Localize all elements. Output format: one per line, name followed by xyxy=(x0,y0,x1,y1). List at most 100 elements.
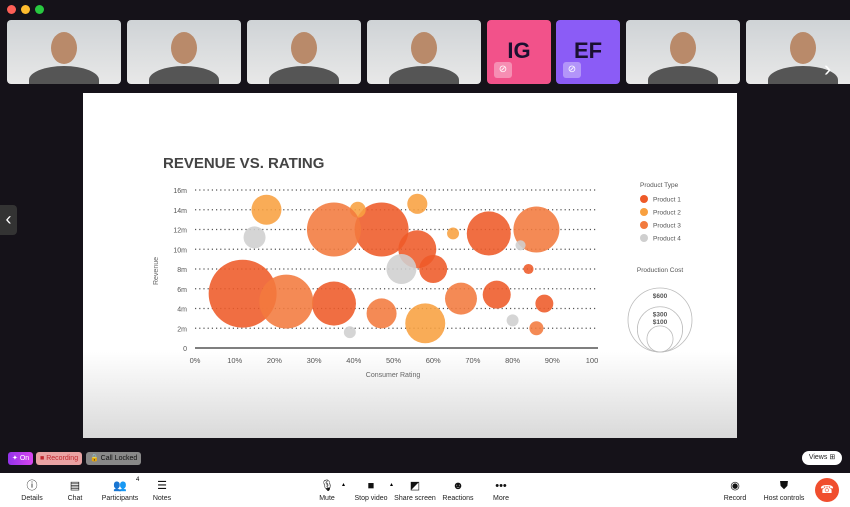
legend-label: Product 3 xyxy=(653,223,681,230)
details-label: Details xyxy=(21,495,43,502)
record-button[interactable]: ◉ Record xyxy=(710,479,760,502)
views-label: Views xyxy=(808,454,828,461)
bubble-point xyxy=(405,303,446,344)
y-tick-label: 0 xyxy=(183,346,187,353)
notes-label: Notes xyxy=(152,495,172,502)
x-tick-label: 100 xyxy=(586,356,599,365)
ai-status-badge[interactable]: ✦ On xyxy=(8,452,34,465)
participant-tile[interactable] xyxy=(746,20,850,84)
ellipsis-icon: ••• xyxy=(495,480,507,492)
chart-title: REVENUE VS. RATING xyxy=(163,155,324,172)
participant-tile[interactable] xyxy=(367,20,481,84)
bubble-point xyxy=(407,193,428,214)
minimize-window-button[interactable] xyxy=(21,5,30,14)
bubble-point xyxy=(444,282,477,315)
participants-label: Participants xyxy=(101,495,139,502)
stop-video-button[interactable]: ■ Stop video xyxy=(346,479,396,502)
participant-tile[interactable] xyxy=(247,20,361,84)
participant-tile[interactable] xyxy=(7,20,121,84)
bubble-point xyxy=(523,263,534,275)
legend-label: Product 4 xyxy=(653,236,681,243)
bubble-point xyxy=(513,206,560,253)
x-tick-label: 90% xyxy=(545,356,560,365)
stop-video-label: Stop video xyxy=(354,495,388,502)
x-tick-label: 30% xyxy=(307,356,322,365)
participant-tile[interactable] xyxy=(626,20,740,84)
more-button[interactable]: ••• More xyxy=(476,479,526,502)
x-tick-label: 40% xyxy=(346,356,361,365)
chat-icon: ▤ xyxy=(69,480,81,492)
legend-label: Product 1 xyxy=(653,197,681,204)
y-tick-label: 12m xyxy=(173,228,187,235)
close-window-button[interactable] xyxy=(7,5,16,14)
mute-button[interactable]: 🎙 Mute xyxy=(302,479,352,502)
participant-tile[interactable] xyxy=(127,20,241,84)
recording-badge[interactable]: ■ Recording xyxy=(36,452,83,465)
size-legend-title: Production Cost xyxy=(637,267,683,274)
bubble-point xyxy=(482,280,511,309)
x-tick-label: 80% xyxy=(505,356,520,365)
x-tick-label: 60% xyxy=(426,356,441,365)
people-icon: 👥 xyxy=(113,480,127,492)
x-tick-label: 50% xyxy=(386,356,401,365)
bubble-point xyxy=(343,326,356,339)
shared-screen: REVENUE VS. RATING 0 2m 4m 6m 8m 10m 12m 14m 16m 0… xyxy=(83,93,737,438)
bubble-point xyxy=(529,321,544,336)
participant-tile[interactable]: IG ⊘ xyxy=(487,20,551,84)
share-screen-label: Share screen xyxy=(394,495,436,502)
legend-swatch xyxy=(640,208,648,216)
lock-icon: 🔒 xyxy=(90,455,99,462)
record-label: Record xyxy=(723,495,747,502)
x-axis-label: Consumer Rating xyxy=(366,372,421,379)
call-locked-label: Call Locked xyxy=(100,455,138,462)
bubble-point xyxy=(447,227,460,240)
camera-off-icon: ⊘ xyxy=(494,62,512,78)
chat-label: Chat xyxy=(67,495,83,502)
chat-button[interactable]: ▤ Chat xyxy=(50,479,100,502)
video-options-caret-icon[interactable]: ▴ xyxy=(390,482,394,488)
bubble-point xyxy=(259,274,314,329)
ai-label: On xyxy=(19,455,30,462)
call-locked-badge[interactable]: 🔒 Call Locked xyxy=(86,452,142,465)
participant-body xyxy=(768,66,838,84)
size-legend-label: $100 xyxy=(653,319,668,326)
legend-swatch xyxy=(640,221,648,229)
chevron-left-icon[interactable]: ‹ xyxy=(0,205,17,235)
share-screen-button[interactable]: ◩ Share screen xyxy=(390,479,440,502)
participant-face xyxy=(171,32,197,64)
x-tick-label: 70% xyxy=(465,356,480,365)
participant-tile[interactable]: EF ⊘ xyxy=(556,20,620,84)
shield-check-icon: ⛊ xyxy=(779,480,789,492)
details-button[interactable]: ⓘ Details xyxy=(7,479,57,502)
notes-button[interactable]: ☰ Notes xyxy=(137,479,187,502)
y-tick-label: 4m xyxy=(177,307,187,314)
camera-off-icon: ⊘ xyxy=(563,62,581,78)
participant-body xyxy=(29,66,99,84)
bubble-point xyxy=(354,202,409,257)
participants-count: 4 xyxy=(136,477,140,483)
y-tick-label: 2m xyxy=(177,326,187,333)
legend-swatch xyxy=(640,195,648,203)
x-tick-label: 0% xyxy=(190,356,201,365)
participants-button[interactable]: 👥 Participants xyxy=(95,479,145,502)
participant-face xyxy=(411,32,437,64)
smiley-icon: ☻ xyxy=(452,480,464,492)
size-legend-label: $600 xyxy=(653,293,668,300)
host-controls-button[interactable]: ⛊ Host controls xyxy=(759,479,809,502)
maximize-window-button[interactable] xyxy=(35,5,44,14)
bubble-point xyxy=(311,281,356,326)
legend-swatch xyxy=(640,234,648,242)
share-screen-icon: ◩ xyxy=(409,480,421,492)
phone-hangup-icon: ☎ xyxy=(820,484,834,496)
recording-label: Recording xyxy=(46,455,79,462)
reactions-button[interactable]: ☻ Reactions xyxy=(433,479,483,502)
chevron-right-icon[interactable]: › xyxy=(824,56,832,81)
bubble-point xyxy=(366,298,397,329)
bubble-point xyxy=(515,240,526,251)
end-call-button[interactable]: ☎ xyxy=(815,478,839,502)
legend-title: Product Type xyxy=(640,182,679,189)
legend-label: Product 2 xyxy=(653,210,681,217)
mute-options-caret-icon[interactable]: ▴ xyxy=(342,482,346,488)
views-button[interactable]: Views ⊞ xyxy=(802,451,842,465)
participant-body xyxy=(389,66,459,84)
